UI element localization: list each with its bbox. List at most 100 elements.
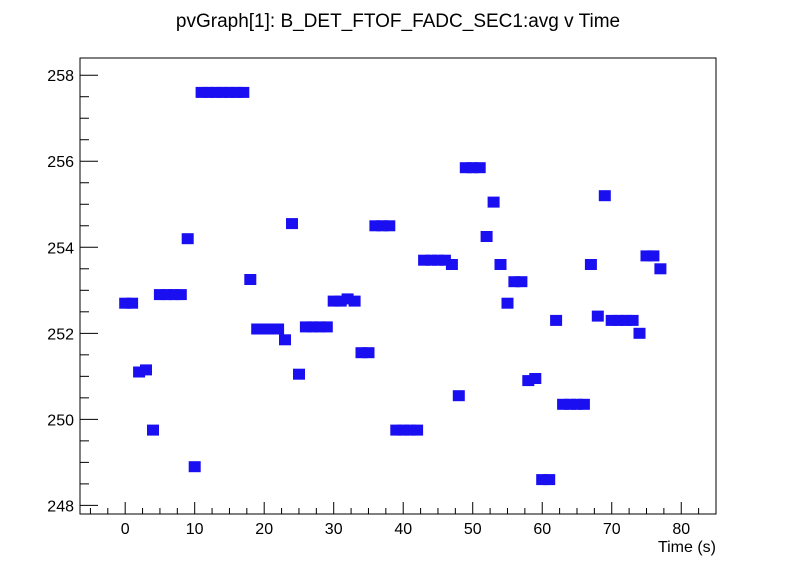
data-point <box>432 254 444 266</box>
data-point <box>564 398 576 410</box>
y-tick-label: 254 <box>47 240 74 257</box>
data-point <box>515 276 528 288</box>
data-point <box>313 321 326 333</box>
data-point <box>237 86 250 98</box>
data-point <box>306 321 319 333</box>
x-tick-label: 70 <box>603 521 621 538</box>
chart-title: pvGraph[1]: B_DET_FTOF_FADC_SEC1:avg v T… <box>176 11 620 32</box>
data-point <box>362 347 375 359</box>
data-point <box>126 297 139 309</box>
data-point <box>494 259 507 270</box>
data-point <box>473 162 486 174</box>
data-point <box>640 250 653 262</box>
data-point <box>167 289 180 301</box>
data-point <box>647 250 660 262</box>
x-axis: 0 10 20 30 40 50 60 70 80 <box>89 502 717 538</box>
data-point <box>543 474 556 486</box>
data-point <box>293 368 305 380</box>
data-point <box>153 289 166 301</box>
data-point <box>348 295 361 307</box>
data-point <box>445 259 458 270</box>
data-point <box>286 218 298 230</box>
data-point <box>133 366 146 378</box>
data-point <box>147 424 159 436</box>
data-point <box>216 86 229 98</box>
data-point <box>251 323 264 335</box>
data-point <box>466 162 479 174</box>
data-point <box>529 373 542 384</box>
y-tick-label: 256 <box>47 154 74 171</box>
x-tick-label: 10 <box>186 521 204 538</box>
y-axis: 248 250 252 254 256 258 <box>47 68 98 515</box>
data-point <box>390 424 403 436</box>
data-point <box>279 334 291 346</box>
data-point <box>522 375 535 387</box>
x-tick-label: 50 <box>464 521 482 538</box>
data-point <box>119 297 132 309</box>
data-point <box>334 295 347 307</box>
data-point <box>536 474 549 486</box>
data-point <box>376 220 389 232</box>
data-point <box>265 323 278 335</box>
data-point <box>223 86 236 98</box>
x-tick-label: 20 <box>255 521 273 538</box>
data-point <box>209 86 222 98</box>
x-tick-label: 40 <box>394 521 412 538</box>
data-point <box>487 196 500 208</box>
data-point <box>244 274 257 285</box>
data-point <box>258 323 271 335</box>
data-point <box>577 398 590 410</box>
data-point <box>633 327 646 339</box>
y-tick-label: 250 <box>47 412 74 429</box>
data-point <box>480 231 493 242</box>
y-tick-label: 252 <box>47 326 74 343</box>
data-point <box>327 295 340 307</box>
data-point <box>140 364 152 376</box>
data-point <box>626 314 639 326</box>
x-tick-label: 60 <box>533 521 551 538</box>
x-tick-label: 30 <box>325 521 343 538</box>
data-point <box>369 220 382 232</box>
data-point <box>584 259 597 270</box>
data-point <box>230 86 243 98</box>
data-point <box>501 297 514 309</box>
data-point <box>438 254 451 266</box>
data-points <box>119 86 667 486</box>
data-point <box>404 424 417 436</box>
y-tick-label: 248 <box>47 498 74 515</box>
data-point <box>202 86 215 98</box>
data-point <box>272 323 285 335</box>
data-point <box>341 293 354 305</box>
data-point <box>181 233 194 245</box>
data-point <box>452 390 465 402</box>
data-point <box>188 461 201 473</box>
data-point <box>160 289 173 301</box>
data-point <box>557 398 570 410</box>
data-point <box>459 162 472 174</box>
data-point <box>619 314 632 326</box>
data-point <box>320 321 333 333</box>
data-point <box>550 314 563 326</box>
data-point <box>383 220 396 232</box>
data-point <box>605 314 618 326</box>
data-point <box>195 86 208 98</box>
data-point <box>508 276 521 288</box>
data-point <box>598 190 611 202</box>
data-point <box>397 424 410 436</box>
x-axis-label: Time (s) <box>658 539 716 556</box>
data-point <box>174 289 187 301</box>
data-point <box>591 310 604 322</box>
plot-frame <box>79 57 717 515</box>
data-point <box>418 254 431 266</box>
data-point <box>425 254 437 266</box>
data-point <box>355 347 368 359</box>
data-point <box>571 398 583 410</box>
x-tick-label: 0 <box>121 521 130 538</box>
data-point <box>411 424 424 436</box>
y-tick-label: 258 <box>47 68 74 85</box>
x-tick-label: 80 <box>672 521 690 538</box>
data-point <box>654 263 667 275</box>
data-point <box>299 321 312 333</box>
